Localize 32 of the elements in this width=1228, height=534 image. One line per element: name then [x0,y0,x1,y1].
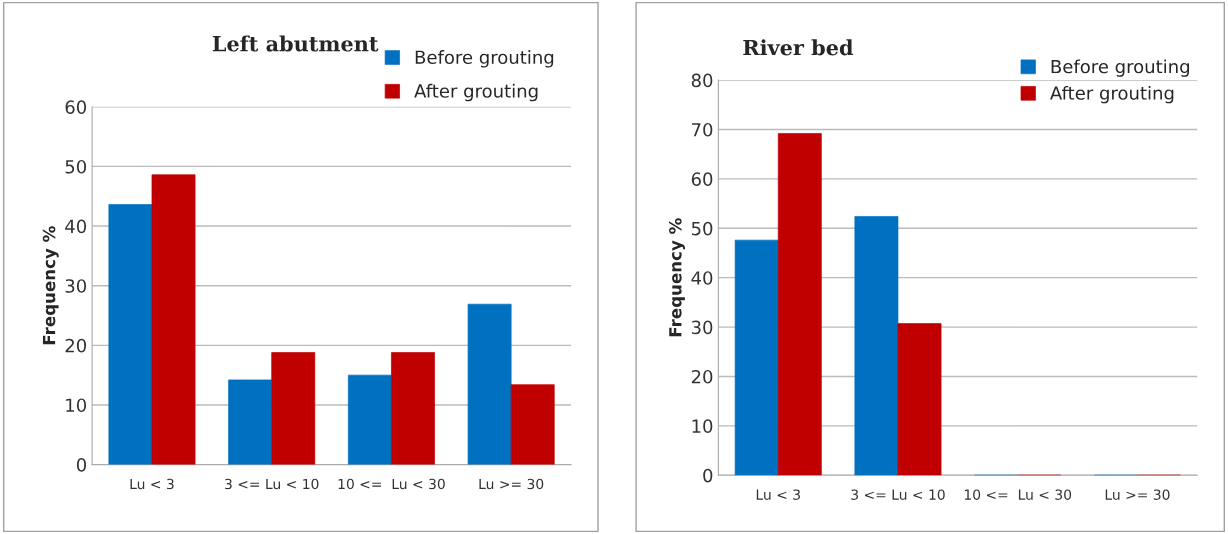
legend-label: After grouting [1050,85,1174,104]
x-tick-label: 3 <= Lu < 10 [851,489,945,500]
chart-title: River bed [743,39,854,56]
legend-label: After grouting [414,83,538,102]
y-axis-title: Frequency % [669,218,685,337]
y-tick-label: 50 [65,159,87,174]
y-tick-label: 50 [691,221,713,236]
y-tick-label: 70 [692,122,713,137]
y-tick-label: 40 [65,219,87,234]
x-tick-label: 10 <= Lu < 30 [964,489,1072,500]
x-tick-label: 3 <= Lu < 10 [225,478,319,490]
y-tick-label: 10 [692,419,713,433]
x-tick-label: Lu < 3 [756,489,800,500]
x-tick-label: Lu >= 30 [1105,489,1170,500]
y-tick-label: 10 [66,398,87,413]
y-tick-label: 30 [65,279,87,293]
y-tick-label: 20 [65,338,87,353]
y-axis-title: Frequency % [42,226,59,345]
y-tick-label: 30 [691,320,713,335]
legend-label: Before grouting [415,50,554,68]
legend-label: Before grouting [1051,59,1189,77]
x-tick-label: Lu < 3 [130,478,174,490]
x-tick-label: Lu >= 30 [479,478,544,490]
y-tick-label: 80 [691,73,713,88]
y-tick-label: 0 [703,468,713,483]
y-tick-label: 0 [76,458,87,472]
y-tick-label: 60 [691,172,713,187]
y-tick-label: 40 [691,271,713,285]
chart-title: Left abutment [212,35,379,52]
y-tick-label: 20 [691,369,713,384]
x-tick-label: 10 <= Lu < 30 [338,478,445,490]
y-tick-label: 60 [65,100,87,114]
